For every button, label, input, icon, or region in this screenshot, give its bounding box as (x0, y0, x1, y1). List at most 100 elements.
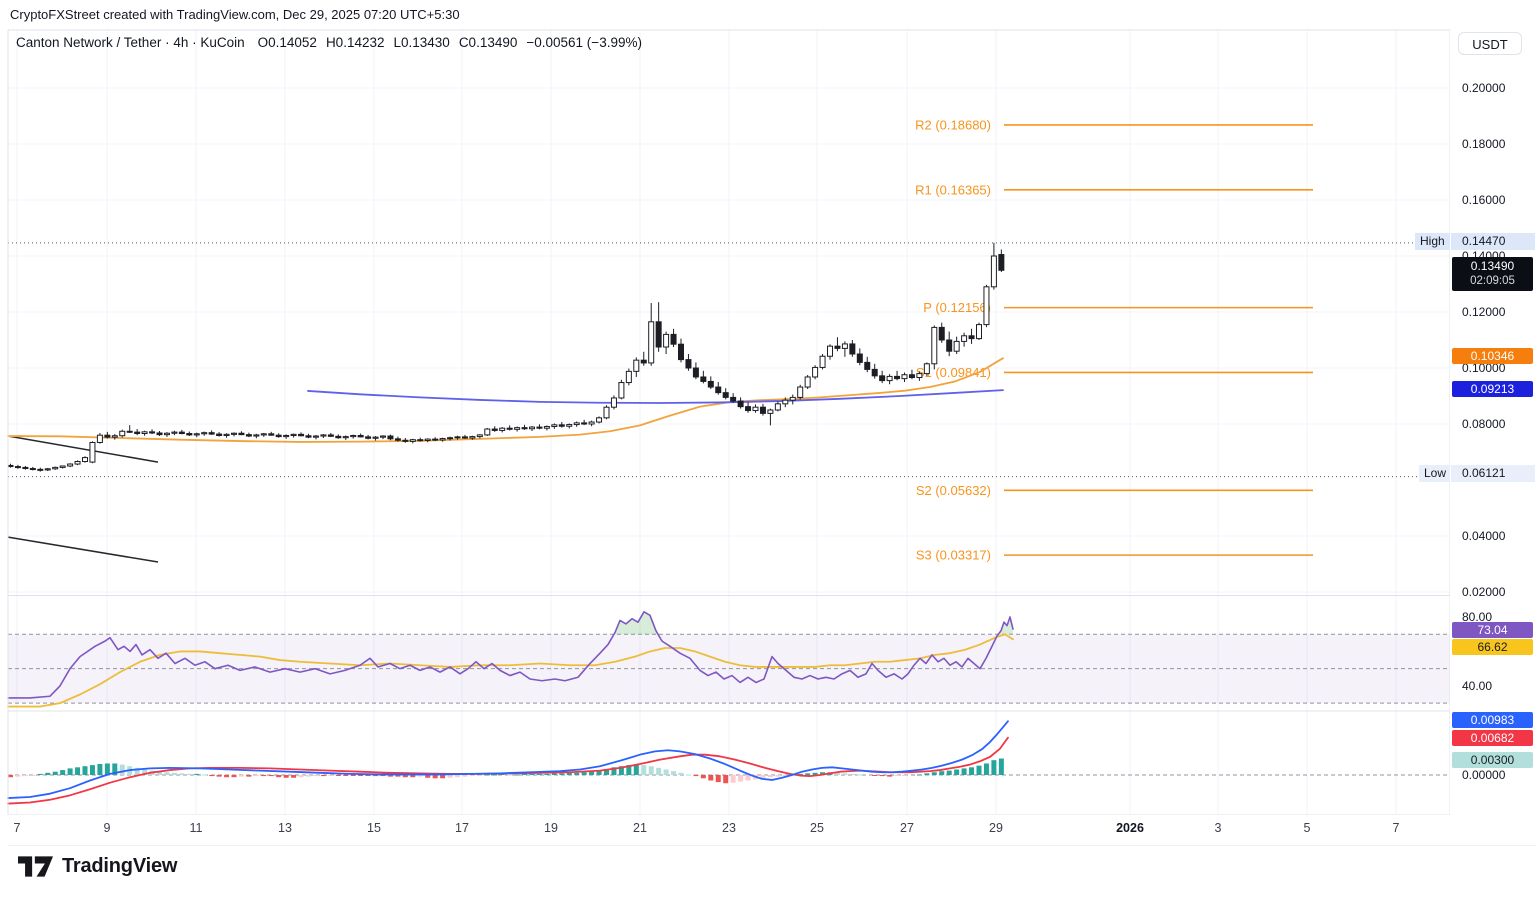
candle (730, 396, 737, 402)
macd-histogram-bar (916, 774, 922, 776)
candle (156, 432, 163, 436)
macd-histogram-bar (30, 775, 36, 776)
candle (305, 435, 312, 438)
candle (625, 370, 632, 384)
candle (529, 426, 535, 430)
macd-histogram-bar (887, 775, 893, 777)
rsi-ma-value-badge: 66.62 (1452, 639, 1533, 655)
macd-histogram-bar (939, 771, 945, 775)
macd-histogram-bar (67, 768, 73, 775)
macd-histogram-bar (432, 775, 438, 779)
macd-histogram-bar (559, 773, 565, 775)
candle (514, 427, 521, 430)
candle (610, 397, 617, 408)
macd-histogram-bar (477, 775, 483, 776)
price-axis[interactable]: 0.14470 0.06121 0.13490 02:09:05 0.10346… (1450, 0, 1536, 845)
macd-histogram-bar (663, 769, 669, 775)
macd-histogram-bar (902, 775, 907, 776)
trend-line[interactable] (7, 536, 159, 563)
macd-histogram-bar (380, 775, 386, 777)
macd-histogram-bar (45, 772, 51, 775)
candle (454, 436, 461, 439)
macd-histogram-bar (246, 775, 252, 777)
macd-histogram-bar (946, 770, 952, 775)
macd-histogram-bar (738, 775, 744, 782)
macd-histogram-bar (410, 775, 416, 778)
currency-toggle-button[interactable]: USDT (1458, 32, 1522, 55)
candle (618, 382, 625, 399)
candle (52, 466, 59, 470)
macd-histogram-bar (179, 773, 185, 775)
candle (402, 439, 409, 442)
time-label: 21 (633, 821, 647, 835)
candle (342, 436, 349, 439)
macd-histogram-bar (112, 763, 118, 775)
symbol-title[interactable]: Canton Network / Tether · 4h · KuCoin (16, 35, 245, 50)
candle (566, 424, 573, 427)
candle (260, 433, 267, 436)
candle (409, 439, 416, 442)
macd-histogram-bar (104, 763, 110, 775)
macd-histogram-bar (820, 772, 826, 775)
macd-histogram-bar (924, 773, 930, 775)
macd-histogram-bar (611, 767, 617, 775)
candle (44, 468, 51, 471)
candle (327, 434, 334, 437)
candle (126, 430, 133, 433)
time-label: 27 (900, 821, 914, 835)
macd-histogram-bar (648, 766, 654, 775)
price-tick: 0.12000 (1462, 305, 1506, 319)
chart-canvas[interactable]: R2 (0.18680)R1 (0.16365)P (0.12156)S1 (0… (0, 0, 1536, 848)
macd-histogram-bar (976, 765, 982, 775)
symbol-legend: Canton Network / Tether · 4h · KuCoin O0… (16, 35, 642, 50)
tradingview-logo-text: TradingView (62, 855, 178, 877)
macd-histogram-bar (268, 775, 274, 777)
candle (663, 333, 670, 348)
macd-histogram-bar (343, 775, 349, 776)
tradingview-logo[interactable]: TradingView (18, 855, 177, 878)
low-line-chip: Low (1419, 465, 1452, 482)
candle (178, 431, 185, 435)
macd-histogram-bar (604, 768, 609, 775)
candle (886, 375, 893, 382)
candle (245, 434, 252, 437)
macd-histogram-bar (760, 775, 766, 779)
pivot-label: S3 (0.03317) (916, 548, 991, 563)
candle (588, 421, 595, 425)
candle (819, 355, 826, 368)
candle (193, 433, 200, 436)
candle (163, 432, 170, 436)
macd-histogram-bar (253, 775, 259, 777)
macd-histogram-bar (857, 774, 863, 776)
macd-histogram-bar (373, 775, 379, 777)
time-label: 9 (103, 821, 111, 835)
macd-histogram-bar (849, 773, 855, 775)
candle (737, 400, 744, 408)
candle (789, 396, 796, 401)
candle (700, 376, 707, 382)
macd-histogram-bar (462, 775, 468, 777)
candle (335, 435, 342, 439)
macd-histogram-bar (983, 763, 989, 775)
macd-histogram-bar (954, 769, 960, 775)
time-axis[interactable]: 7 9 11 13 15 17 19 21 23 25 27 29 2026 3 5 7 (0, 815, 1536, 845)
candle (365, 436, 372, 439)
candle (849, 343, 856, 355)
candle (119, 430, 126, 437)
trend-line[interactable] (7, 435, 159, 463)
macd-histogram-bar (171, 772, 177, 775)
candle (983, 286, 990, 326)
candle (864, 361, 871, 370)
candle (223, 433, 230, 436)
last-price-badge: 0.13490 02:09:05 (1452, 257, 1533, 291)
pivot-label: P (0.12156) (923, 300, 991, 315)
candle (59, 465, 66, 468)
candle (946, 339, 953, 352)
macd-histogram-bar (969, 767, 975, 775)
candle (923, 363, 930, 375)
macd-histogram-bar (872, 775, 878, 776)
macd-histogram-bar (782, 775, 788, 777)
candle (89, 441, 96, 463)
macd-histogram-bar (365, 775, 371, 776)
macd-histogram-bar (395, 775, 401, 777)
